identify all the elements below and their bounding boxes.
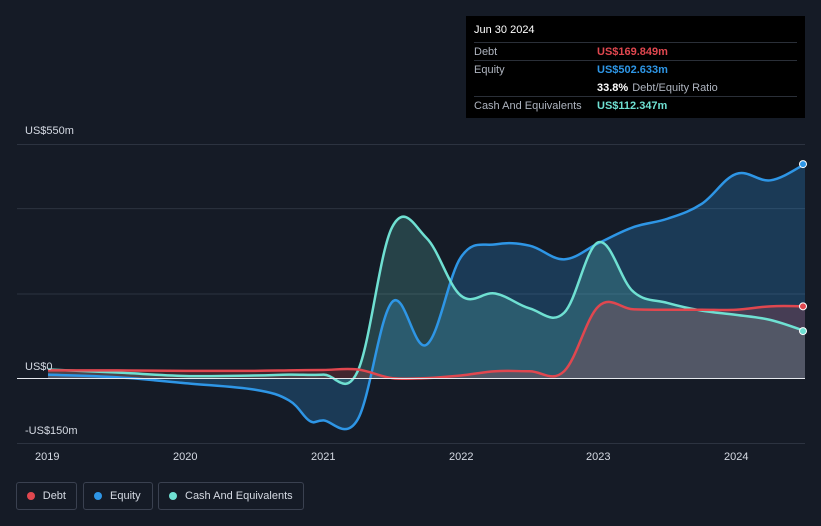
x-tick-label-2020: 2020	[173, 451, 198, 463]
tooltip-label: Cash And Equivalents	[474, 99, 582, 112]
legend-label: Equity	[110, 490, 141, 502]
equity-area	[48, 164, 805, 430]
x-tick-label-2019: 2019	[35, 451, 60, 463]
debt-end-point	[799, 302, 807, 311]
tooltip-row-equity: Equity US$502.633m	[474, 60, 797, 78]
legend-item-equity[interactable]: Equity	[83, 482, 153, 510]
x-tick-label-2023: 2023	[586, 451, 611, 463]
x-tick-label-2022: 2022	[449, 451, 474, 463]
series-layer	[47, 162, 806, 431]
tooltip-ratio-value: 33.8%	[597, 81, 629, 94]
legend-item-cash[interactable]: Cash And Equivalents	[158, 482, 304, 510]
equity-dot-icon	[94, 492, 102, 500]
tooltip-value: US$169.849m	[597, 45, 668, 58]
cash-and-equivalents-area	[48, 216, 805, 384]
tooltip-label: Debt	[474, 45, 498, 58]
cash-and-equivalents-end-point	[799, 327, 807, 336]
series-end-markers	[799, 160, 807, 336]
legend-label: Debt	[42, 490, 66, 502]
equity-end-point	[799, 160, 807, 169]
tooltip-value: US$502.633m	[597, 63, 668, 76]
tooltip-ratio-text: Debt/Equity Ratio	[632, 81, 718, 94]
debt-area	[48, 301, 805, 379]
tooltip-label: Equity	[474, 63, 505, 76]
y-tick-label-0: US$0	[25, 361, 53, 373]
tooltip-row-cash: Cash And Equivalents US$112.347m	[474, 96, 797, 114]
cash-dot-icon	[169, 492, 177, 500]
y-tick-label-neg150: -US$150m	[25, 425, 78, 437]
x-tick-label-2021: 2021	[311, 451, 336, 463]
debt-dot-icon	[27, 492, 35, 500]
debt-line	[47, 300, 806, 381]
legend-label: Cash And Equivalents	[185, 490, 293, 502]
cash-and-equivalents-line	[47, 215, 806, 386]
equity-line	[47, 162, 806, 431]
gridlines	[17, 144, 805, 444]
legend-item-debt[interactable]: Debt	[16, 482, 77, 510]
tooltip-row-debt: Debt US$169.849m	[474, 42, 797, 60]
y-tick-label-550: US$550m	[25, 125, 74, 137]
tooltip-date: Jun 30 2024	[474, 24, 535, 36]
x-tick-label-2024: 2024	[724, 451, 749, 463]
hover-tooltip: Jun 30 2024 Debt US$169.849m Equity US$5…	[466, 16, 805, 118]
tooltip-value: US$112.347m	[597, 99, 668, 112]
tooltip-row-ratio: 33.8% Debt/Equity Ratio	[474, 78, 797, 96]
